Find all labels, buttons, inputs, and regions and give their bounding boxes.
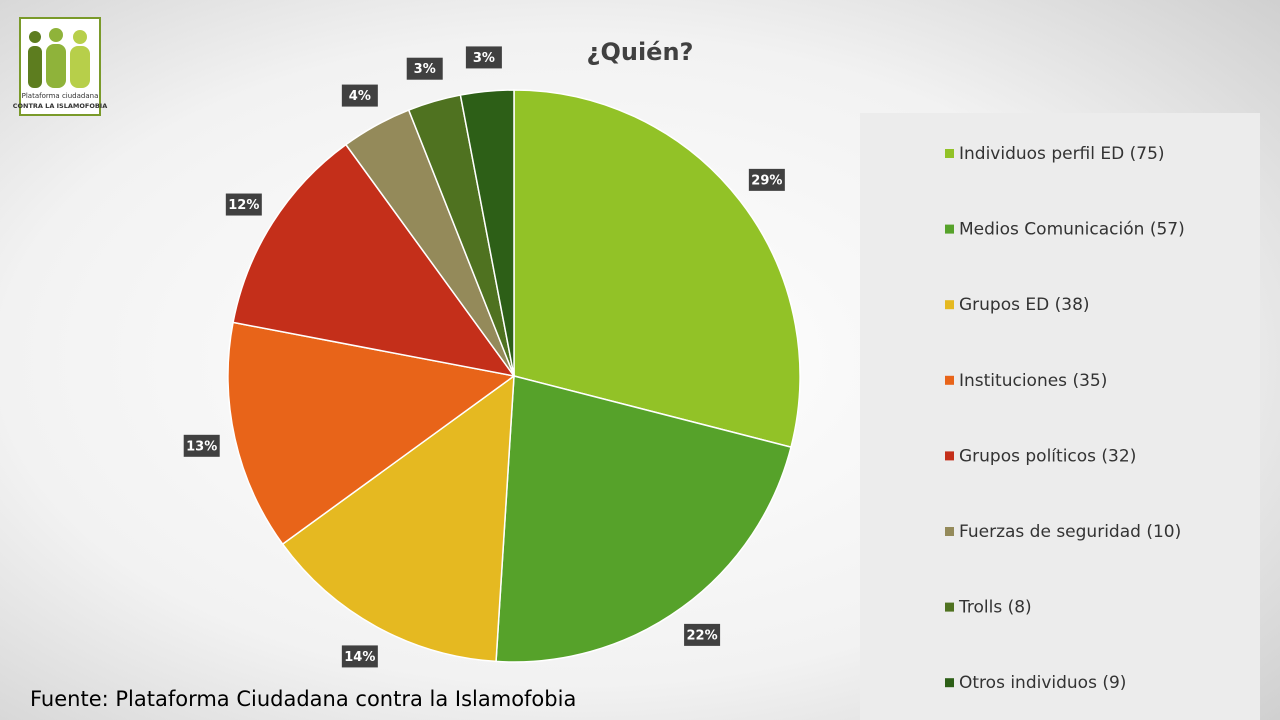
data-label-box [225, 193, 262, 216]
legend-label: Fuerzas de seguridad (10) [959, 522, 1181, 542]
legend-marker [945, 375, 954, 385]
logo-text: CONTRA LA ISLAMOFOBIA [13, 102, 108, 110]
data-label: 22% [687, 628, 718, 643]
logo-head [49, 28, 63, 42]
logo: Plataforma ciudadana CONTRA LA ISLAMOFOB… [13, 17, 108, 116]
chart-title: ¿Quién? [587, 38, 694, 66]
pie-slice [232, 143, 516, 378]
legend-box [860, 113, 1260, 720]
data-label: 3% [414, 62, 436, 77]
pie-slice [281, 374, 515, 663]
logo-figure [70, 46, 90, 88]
legend-marker [945, 149, 954, 158]
data-label-box [684, 623, 721, 646]
legend-label: Medios Comunicación (57) [959, 220, 1185, 240]
data-label-box [341, 645, 378, 668]
data-label-box [341, 84, 378, 107]
legend-marker [945, 300, 954, 310]
logo-figure [28, 46, 42, 88]
legend-label: Grupos ED (38) [959, 295, 1090, 315]
logo-head [73, 30, 87, 44]
data-label-box [465, 46, 502, 69]
legend-label: Individuos perfil ED (75) [959, 144, 1165, 164]
data-label-box [183, 434, 220, 457]
legend-label: Otros individuos (9) [959, 673, 1126, 693]
data-label: 29% [751, 173, 782, 188]
data-label: 3% [473, 51, 495, 66]
data-labels: 29% 22% 14% 13% 12% 4% 3% 3% [183, 46, 785, 668]
legend: Individuos perfil ED (75) Medios Comunica… [945, 144, 1185, 693]
data-label-box [748, 168, 785, 191]
legend-marker [945, 602, 954, 612]
data-label: 14% [344, 650, 375, 665]
pie [227, 89, 801, 663]
logo-text: Plataforma ciudadana [22, 92, 99, 100]
source: Fuente: Plataforma Ciudadana contra la I… [30, 687, 576, 711]
legend-label: Instituciones (35) [959, 371, 1107, 391]
data-label-box [406, 57, 443, 80]
legend-marker [945, 451, 954, 461]
logo-head [29, 31, 41, 43]
legend-marker [945, 527, 954, 536]
legend-marker [945, 678, 954, 688]
legend-label: Trolls (8) [958, 598, 1032, 618]
data-label: 12% [228, 198, 259, 213]
data-label: 4% [349, 89, 371, 104]
legend-label: Grupos políticos (32) [959, 446, 1136, 466]
legend-marker [945, 224, 954, 234]
data-label: 13% [186, 439, 217, 454]
logo-figure [46, 44, 66, 88]
pie-slice [495, 375, 792, 663]
pie-slice [459, 89, 515, 377]
pie-slice [513, 89, 801, 449]
pie-slice [227, 321, 516, 546]
